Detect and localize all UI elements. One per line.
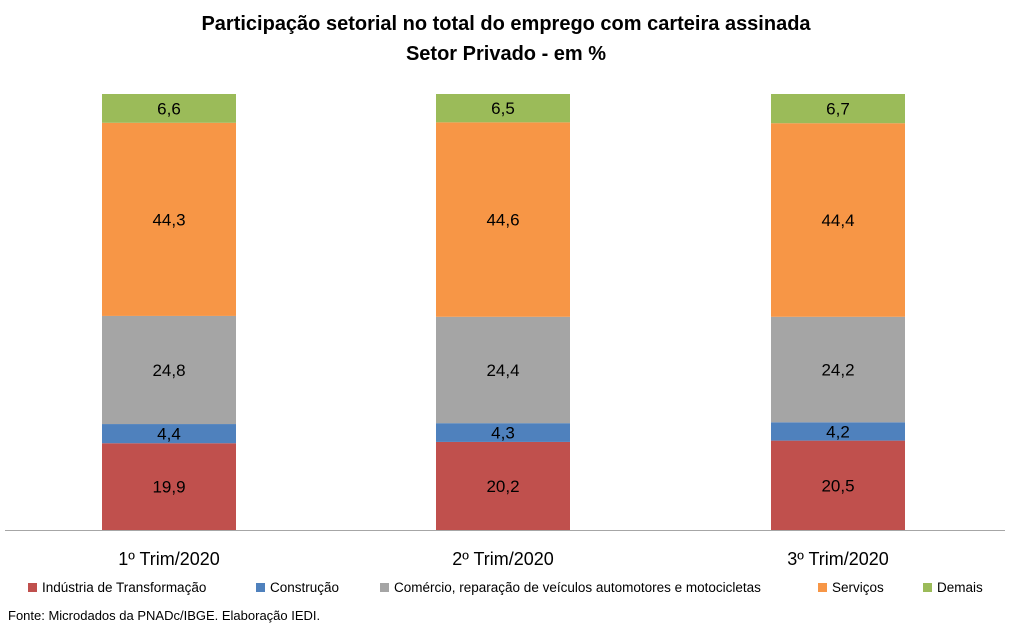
bar-segment <box>771 316 905 423</box>
legend-swatch <box>256 583 265 592</box>
legend-item: Construção <box>256 580 339 595</box>
legend-swatch <box>380 583 389 592</box>
legend-label: Comércio, reparação de veículos automoto… <box>394 580 761 595</box>
bar-segment <box>436 316 570 424</box>
bar-segment <box>436 94 570 123</box>
legend-swatch <box>28 583 37 592</box>
bar-segment <box>102 94 236 123</box>
data-label: 4,4 <box>157 425 181 444</box>
legend-item: Serviços <box>818 580 884 595</box>
bar-segment <box>436 122 570 317</box>
legend-item: Indústria de Transformação <box>28 580 206 595</box>
chart-title: Participação setorial no total do empreg… <box>201 13 811 35</box>
x-tick-label: 1º Trim/2020 <box>118 549 220 569</box>
legend-swatch <box>923 583 932 592</box>
source-note: Fonte: Microdados da PNADc/IBGE. Elabora… <box>8 608 321 623</box>
chart-legend: Indústria de Transformação Construção Comé… <box>28 580 998 600</box>
legend-item: Demais <box>923 580 983 595</box>
data-label: 20,5 <box>821 476 854 495</box>
stacked-bar-chart: 19,9 4,4 24,8 44,3 6,6 1º Trim/2020 20,2 4,3 24,… <box>5 94 1005 569</box>
data-label: 19,9 <box>152 478 185 497</box>
data-label: 20,2 <box>486 477 519 496</box>
data-label: 24,8 <box>152 361 185 380</box>
data-label: 6,6 <box>157 99 181 118</box>
data-label: 4,2 <box>826 422 850 441</box>
legend-label: Demais <box>937 580 983 595</box>
legend-label: Serviços <box>832 580 884 595</box>
data-label: 24,2 <box>821 361 854 380</box>
bar-segment <box>436 441 570 530</box>
chart-subtitle: Setor Privado - em % <box>405 43 607 65</box>
data-label: 6,7 <box>826 100 850 119</box>
bar-segment <box>102 443 236 530</box>
legend-label: Indústria de Transformação <box>42 580 207 595</box>
bar-segment <box>771 94 905 124</box>
data-label: 6,5 <box>491 99 515 118</box>
bar-segment <box>102 122 236 316</box>
data-label: 4,3 <box>491 424 515 443</box>
x-tick-label: 3º Trim/2020 <box>787 549 889 569</box>
x-tick-label: 2º Trim/2020 <box>452 549 554 569</box>
legend-label: Construção <box>270 580 340 595</box>
legend-swatch <box>818 583 827 592</box>
bar-segment <box>102 315 236 425</box>
data-label: 44,6 <box>486 211 519 230</box>
bar-segment <box>771 440 905 530</box>
bar-segment <box>102 424 236 444</box>
bar-segment <box>771 123 905 317</box>
data-label: 44,3 <box>152 210 185 229</box>
legend-item: Comércio, reparação de veículos automoto… <box>380 580 761 595</box>
bar-segment <box>436 423 570 442</box>
data-label: 24,4 <box>486 361 519 380</box>
data-label: 44,4 <box>821 211 854 230</box>
bar-segment <box>771 422 905 441</box>
